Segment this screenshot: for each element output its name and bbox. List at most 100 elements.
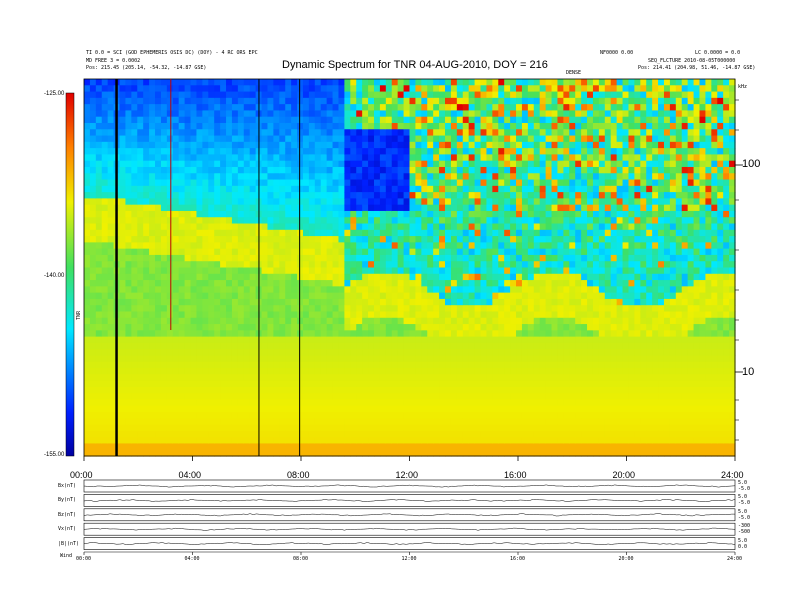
- heatmap-cell: [119, 110, 127, 118]
- heatmap-cell: [119, 173, 127, 181]
- heatmap-cell: [569, 443, 576, 451]
- heatmap-cell: [202, 91, 209, 99]
- heatmap-cell: [314, 91, 322, 99]
- heatmap-cell: [202, 430, 209, 438]
- heatmap-cell: [149, 405, 156, 413]
- heatmap-cell: [131, 386, 138, 394]
- heatmap-cell: [308, 91, 316, 99]
- heatmap-cell: [510, 412, 517, 419]
- heatmap-cell: [516, 242, 523, 250]
- heatmap-cell: [368, 179, 375, 187]
- heatmap-cell: [332, 336, 340, 344]
- heatmap-cell: [172, 141, 180, 149]
- heatmap-cell: [439, 399, 446, 407]
- heatmap-cell: [160, 311, 168, 319]
- heatmap-cell: [155, 393, 162, 401]
- heatmap-cell: [569, 317, 576, 325]
- heatmap-cell: [231, 160, 239, 168]
- heatmap-cell: [84, 305, 91, 313]
- heatmap-cell: [214, 173, 221, 181]
- heatmap-cell: [527, 173, 535, 181]
- heatmap-cell: [220, 368, 227, 375]
- heatmap-cell: [297, 116, 304, 124]
- heatmap-cell: [308, 380, 316, 388]
- heatmap-cell: [314, 424, 322, 432]
- heatmap-cell: [231, 449, 239, 457]
- heatmap-cell: [320, 280, 328, 287]
- heatmap-cell: [445, 261, 452, 269]
- heatmap-cell: [326, 399, 334, 407]
- heatmap-cell: [237, 355, 245, 363]
- heatmap-cell: [237, 236, 245, 243]
- heatmap-cell: [545, 248, 553, 256]
- heatmap-cell: [439, 129, 446, 137]
- heatmap-cell: [468, 292, 476, 300]
- heatmap-cell: [214, 204, 221, 212]
- heatmap-cell: [563, 298, 570, 306]
- heatmap-cell: [373, 122, 381, 130]
- heatmap-cell: [273, 449, 280, 457]
- heatmap-cell: [450, 386, 458, 394]
- heatmap-cell: [308, 185, 316, 193]
- heatmap-cell: [373, 361, 381, 369]
- heatmap-cell: [510, 210, 517, 218]
- heatmap-cell: [320, 412, 328, 419]
- heatmap-cell: [237, 185, 245, 193]
- heatmap-cell: [350, 160, 357, 168]
- heatmap-cell: [421, 336, 428, 344]
- heatmap-cell: [368, 248, 375, 256]
- heatmap-cell: [563, 204, 570, 212]
- heatmap-cell: [421, 129, 428, 137]
- heatmap-cell: [101, 418, 109, 426]
- heatmap-cell: [214, 254, 221, 262]
- heatmap-cell: [166, 192, 174, 199]
- heatmap-cell: [249, 349, 257, 357]
- heatmap-cell: [220, 324, 227, 331]
- heatmap-cell: [308, 305, 316, 313]
- heatmap-cell: [95, 430, 103, 438]
- heatmap-cell: [533, 317, 541, 325]
- heatmap-cell: [391, 305, 399, 313]
- heatmap-cell: [350, 361, 357, 369]
- heatmap-cell: [557, 217, 564, 225]
- heatmap-cell: [178, 355, 186, 363]
- heatmap-cell: [480, 305, 488, 313]
- heatmap-cell: [249, 79, 257, 86]
- heatmap-cell: [415, 210, 422, 218]
- heatmap-cell: [563, 349, 570, 357]
- heatmap-cell: [433, 217, 440, 225]
- heatmap-cell: [409, 229, 417, 237]
- heatmap-cell: [190, 179, 198, 187]
- heatmap-cell: [279, 254, 286, 262]
- heatmap-cell: [468, 267, 476, 275]
- heatmap-cell: [172, 154, 180, 162]
- heatmap-cell: [267, 418, 274, 426]
- heatmap-cell: [149, 418, 156, 426]
- heatmap-cell: [249, 122, 257, 130]
- heatmap-cell: [196, 298, 203, 306]
- heatmap-cell: [474, 311, 482, 319]
- heatmap-cell: [409, 179, 417, 187]
- heatmap-cell: [516, 386, 523, 394]
- heatmap-cell: [450, 210, 458, 218]
- heatmap-cell: [184, 349, 192, 357]
- heatmap-cell: [279, 141, 286, 149]
- heatmap-cell: [569, 242, 576, 250]
- heatmap-cell: [297, 254, 304, 262]
- heatmap-cell: [409, 374, 417, 382]
- heatmap-cell: [533, 305, 541, 313]
- heatmap-cell: [486, 242, 493, 250]
- heatmap-cell: [226, 210, 233, 218]
- heatmap-cell: [285, 122, 292, 130]
- heatmap-cell: [539, 166, 547, 174]
- heatmap-cell: [184, 280, 192, 287]
- heatmap-cell: [510, 204, 517, 212]
- heatmap-cell: [178, 173, 186, 181]
- heatmap-cell: [510, 223, 517, 231]
- heatmap-cell: [314, 110, 322, 118]
- heatmap-cell: [480, 85, 488, 93]
- heatmap-cell: [468, 273, 476, 281]
- heatmap-cell: [137, 374, 144, 382]
- heatmap-cell: [279, 311, 286, 319]
- heatmap-cell: [297, 286, 304, 294]
